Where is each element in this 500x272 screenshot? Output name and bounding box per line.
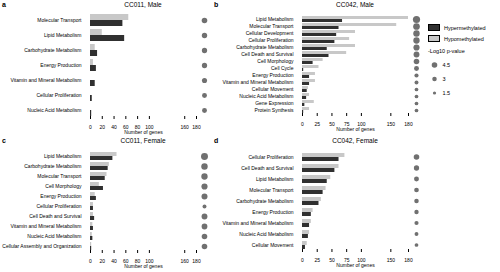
svg-text:Cellular Proliferation: Cellular Proliferation xyxy=(36,92,81,98)
html-text:-Log10 p-value: -Log10 p-value xyxy=(428,48,465,54)
svg-text:50: 50 xyxy=(329,121,335,127)
svg-text:Lipid Metabolism: Lipid Metabolism xyxy=(44,32,82,38)
svg-text:Cellular Movement: Cellular Movement xyxy=(252,86,294,92)
svg-text:Energy Production: Energy Production xyxy=(40,62,81,68)
svg-text:150: 150 xyxy=(387,257,396,263)
svg-text:75: 75 xyxy=(343,257,350,263)
svg-text:Nucleic Acid Metabolism: Nucleic Acid Metabolism xyxy=(27,107,81,113)
svg-text:180: 180 xyxy=(192,258,201,264)
svg-text:100: 100 xyxy=(145,258,154,264)
svg-text:60: 60 xyxy=(123,258,129,264)
svg-text:20: 20 xyxy=(99,124,105,130)
svg-text:Number of genes: Number of genes xyxy=(124,129,163,135)
svg-text:Number of genes: Number of genes xyxy=(336,126,375,132)
svg-text:Cell Cycle: Cell Cycle xyxy=(271,65,294,71)
svg-text:50: 50 xyxy=(329,257,335,263)
svg-text:Molecular Transport: Molecular Transport xyxy=(249,23,294,29)
svg-text:Cellular Movement: Cellular Movement xyxy=(252,242,294,248)
svg-text:Carbohydrate Metabolism: Carbohydrate Metabolism xyxy=(24,163,81,169)
svg-text:Nucleic Acid Metabolism: Nucleic Acid Metabolism xyxy=(239,93,293,99)
svg-text:100: 100 xyxy=(357,257,366,263)
svg-text:180: 180 xyxy=(404,121,413,127)
svg-text:100: 100 xyxy=(145,124,154,131)
svg-text:Molecular Transport: Molecular Transport xyxy=(37,17,82,23)
svg-text:20: 20 xyxy=(99,258,105,264)
svg-text:Gene Expression: Gene Expression xyxy=(255,100,294,106)
svg-text:160: 160 xyxy=(181,258,190,264)
svg-text:Cell Morphology: Cell Morphology xyxy=(257,58,294,64)
svg-text:1.5: 1.5 xyxy=(443,90,451,96)
svg-text:25: 25 xyxy=(314,257,320,263)
svg-text:0: 0 xyxy=(301,257,304,263)
svg-text:Energy Production: Energy Production xyxy=(252,72,293,78)
html-text:CC042, Male: CC042, Male xyxy=(336,1,374,8)
svg-text:0: 0 xyxy=(89,124,92,130)
svg-text:Lipid Metabolism: Lipid Metabolism xyxy=(256,16,294,22)
html-text:d: d xyxy=(214,137,219,144)
svg-text:180: 180 xyxy=(404,257,413,263)
svg-text:Vitamin and Mineral Metabolism: Vitamin and Mineral Metabolism xyxy=(222,79,293,85)
html-text:c: c xyxy=(2,137,6,144)
svg-text:Cell Morphology: Cell Morphology xyxy=(45,183,82,189)
html-text:CC011, Male: CC011, Male xyxy=(124,1,162,8)
svg-text:Vitamin and Mineral Metabolism: Vitamin and Mineral Metabolism xyxy=(10,77,81,83)
svg-text:Carbohydrate Metabolism: Carbohydrate Metabolism xyxy=(236,198,293,204)
svg-text:Protein Synthesis: Protein Synthesis xyxy=(255,107,294,113)
svg-text:Lipid Metabolism: Lipid Metabolism xyxy=(44,153,82,159)
svg-text:Molecular Transport: Molecular Transport xyxy=(37,173,82,179)
svg-text:40: 40 xyxy=(111,258,117,264)
svg-text:Number of genes: Number of genes xyxy=(124,263,163,269)
svg-text:Cell Death and Survival: Cell Death and Survival xyxy=(29,213,81,219)
svg-text:Nucleic Acid Metabolism: Nucleic Acid Metabolism xyxy=(239,231,293,237)
svg-text:Cell Death and Survival: Cell Death and Survival xyxy=(241,165,293,171)
svg-text:Cellular Development: Cellular Development xyxy=(246,30,294,36)
svg-text:Nucleic Acid Metabolism: Nucleic Acid Metabolism xyxy=(27,233,81,239)
svg-text:75: 75 xyxy=(343,121,350,128)
svg-text:Vitamin and Mineral Metabolism: Vitamin and Mineral Metabolism xyxy=(222,220,293,226)
svg-text:Number of genes: Number of genes xyxy=(336,262,375,268)
svg-text:80: 80 xyxy=(134,124,141,131)
svg-text:100: 100 xyxy=(357,121,366,128)
svg-text:80: 80 xyxy=(134,258,141,264)
html-text:b: b xyxy=(214,1,219,8)
svg-text:160: 160 xyxy=(181,124,190,130)
svg-text:60: 60 xyxy=(123,124,129,131)
html-text:a: a xyxy=(2,1,6,8)
svg-text:Energy Production: Energy Production xyxy=(40,193,81,199)
svg-text:0: 0 xyxy=(301,121,304,127)
svg-text:150: 150 xyxy=(387,121,396,127)
svg-text:Cellular Proliferation: Cellular Proliferation xyxy=(248,37,293,43)
svg-text:180: 180 xyxy=(192,124,201,130)
svg-text:Carbohydrate Metabolism: Carbohydrate Metabolism xyxy=(24,47,81,53)
html-text:CC042, Female: CC042, Female xyxy=(332,137,378,144)
svg-text:0: 0 xyxy=(89,258,92,264)
svg-text:25: 25 xyxy=(314,121,320,127)
svg-text:Vitamin and Mineral Metabolism: Vitamin and Mineral Metabolism xyxy=(10,223,81,229)
html-text:CC011, Female: CC011, Female xyxy=(120,137,166,144)
svg-text:Cellular Proliferation: Cellular Proliferation xyxy=(36,203,81,209)
svg-text:Energy Production: Energy Production xyxy=(252,209,293,215)
html-text:Hypomethylated: Hypomethylated xyxy=(444,35,484,42)
svg-text:40: 40 xyxy=(111,124,117,130)
svg-text:Molecular Transport: Molecular Transport xyxy=(249,187,294,193)
svg-text:Carbohydrate Metabolism: Carbohydrate Metabolism xyxy=(236,44,293,50)
svg-text:Lipid Metabolism: Lipid Metabolism xyxy=(256,176,294,182)
html-text:Hypermethylated: Hypermethylated xyxy=(444,24,486,31)
svg-text:4.5: 4.5 xyxy=(443,62,451,68)
svg-text:Cell Death and Survival: Cell Death and Survival xyxy=(241,51,293,57)
svg-text:Cellular Proliferation: Cellular Proliferation xyxy=(248,154,293,160)
svg-text:Cellular Assembly and Organiza: Cellular Assembly and Organization xyxy=(2,243,81,249)
svg-text:3: 3 xyxy=(443,76,446,82)
